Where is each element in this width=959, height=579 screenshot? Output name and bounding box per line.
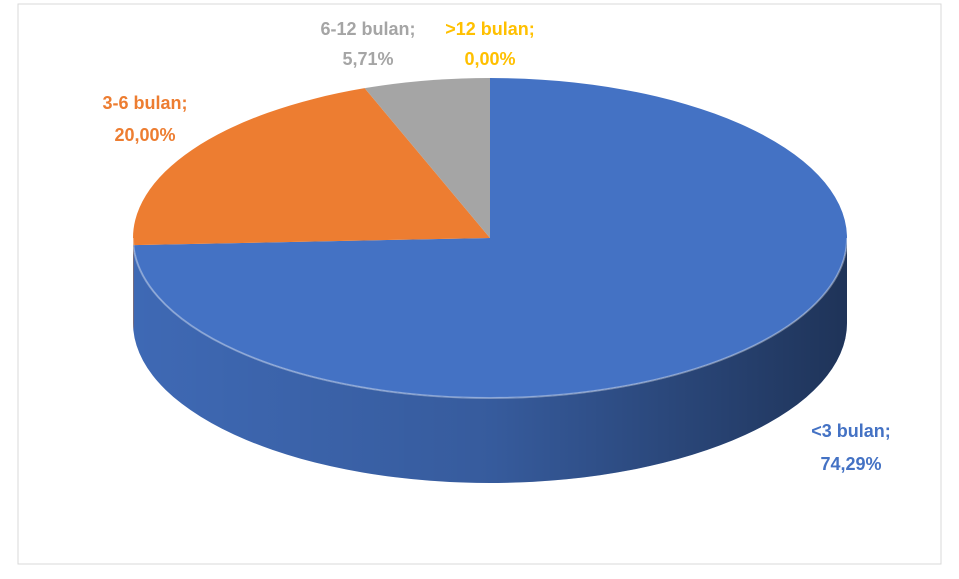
separator: ;: [529, 19, 535, 39]
data-label-name: 3-6 bulan;: [102, 93, 187, 113]
data-label-value: 74,29%: [820, 454, 881, 474]
separator: ;: [182, 93, 188, 113]
data-label-value: 20,00%: [114, 125, 175, 145]
separator: ;: [410, 19, 416, 39]
slice: [133, 88, 490, 246]
separator: ;: [885, 421, 891, 441]
data-label-name: <3 bulan;: [811, 421, 891, 441]
data-label-value: 0,00%: [464, 49, 515, 69]
slice: [133, 78, 848, 398]
side-shade: [133, 238, 848, 483]
category-name: 3-6 bulan: [102, 93, 181, 113]
category-name: 6-12 bulan: [320, 19, 409, 39]
data-label-value: 5,71%: [342, 49, 393, 69]
category-name: <3 bulan: [811, 421, 885, 441]
data-label-name: 6-12 bulan;: [320, 19, 415, 39]
rim-highlight: [132, 237, 848, 399]
category-name: >12 bulan: [445, 19, 529, 39]
slice: [364, 78, 490, 238]
data-label-name: >12 bulan;: [445, 19, 535, 39]
